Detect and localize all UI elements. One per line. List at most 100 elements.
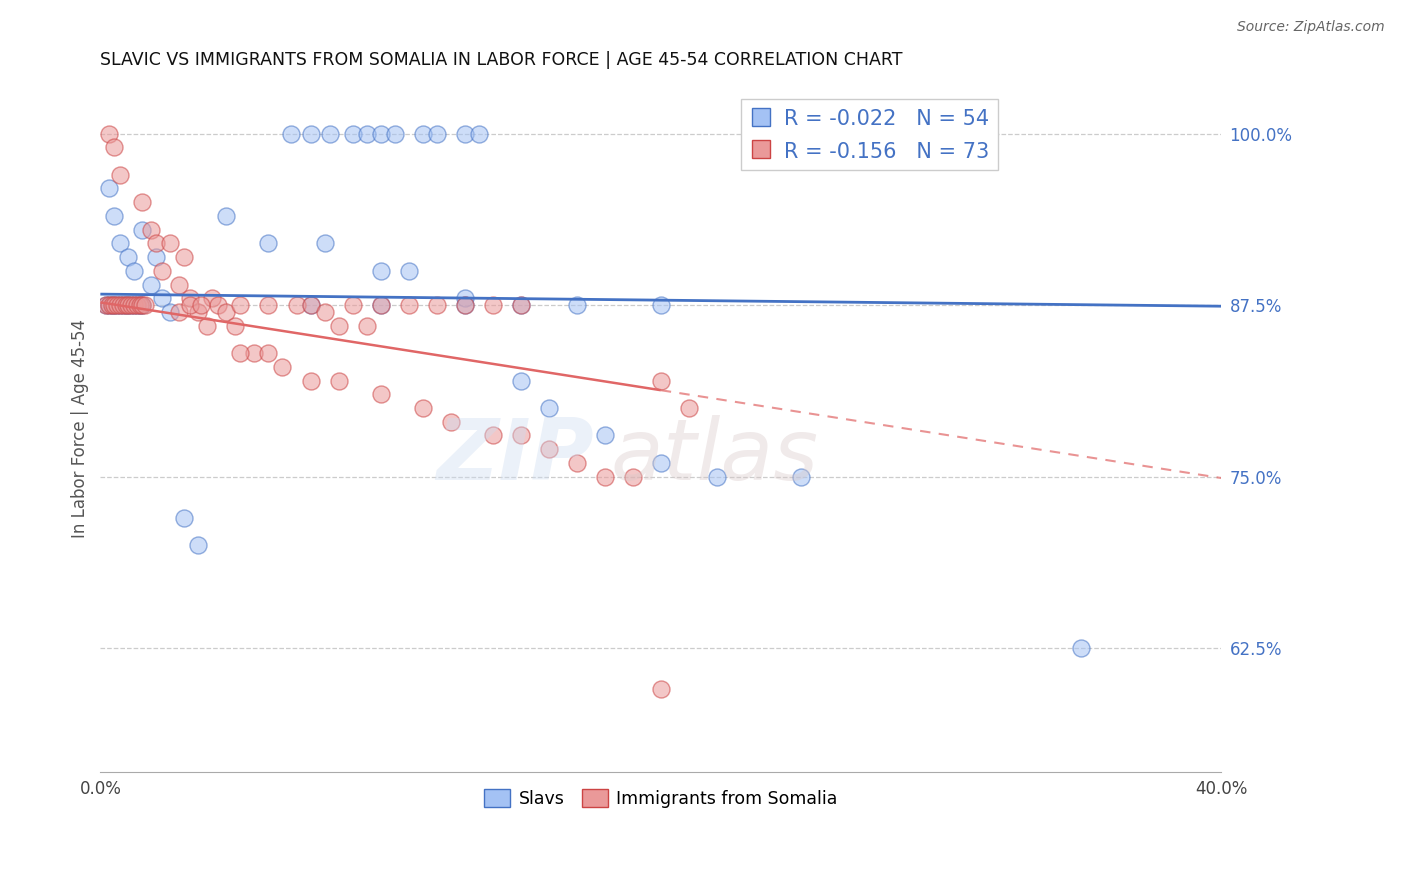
Point (706, 469, 728, 483)
Point (131, 298, 153, 312)
Point (257, 346, 280, 360)
Point (299, 127, 322, 141)
Point (131, 222, 153, 236)
Point (201, 291, 224, 305)
Point (356, 318, 378, 333)
Point (398, 264, 420, 278)
Y-axis label: In Labor Force | Age 45-54: In Labor Force | Age 45-54 (72, 319, 89, 538)
Point (370, 298, 392, 312)
Point (105, 298, 128, 312)
Point (453, 298, 475, 312)
Point (150, 291, 173, 305)
Point (150, 264, 173, 278)
Point (100, 298, 122, 312)
Point (790, 469, 813, 483)
Point (650, 374, 672, 388)
Point (114, 298, 136, 312)
Point (342, 127, 364, 141)
Point (128, 298, 150, 312)
Point (565, 298, 588, 312)
Point (108, 168, 131, 182)
Point (271, 359, 294, 374)
Point (167, 277, 190, 292)
Point (650, 682, 672, 697)
Point (678, 401, 700, 415)
Point (453, 298, 475, 312)
Point (328, 374, 350, 388)
Point (195, 318, 218, 333)
Point (650, 298, 672, 312)
Point (319, 127, 342, 141)
Point (593, 469, 616, 483)
Point (94, 298, 117, 312)
Point (179, 291, 201, 305)
Text: Source: ZipAtlas.com: Source: ZipAtlas.com (1237, 20, 1385, 34)
Point (125, 298, 148, 312)
Point (97, 127, 120, 141)
Point (243, 346, 266, 360)
Point (1070, 641, 1092, 656)
Point (280, 127, 302, 141)
Point (453, 291, 475, 305)
Point (159, 236, 181, 251)
Point (103, 209, 125, 223)
Point (453, 127, 475, 141)
Point (131, 195, 153, 210)
Point (467, 127, 489, 141)
Point (509, 298, 531, 312)
Point (356, 127, 378, 141)
Point (285, 298, 308, 312)
Point (145, 236, 167, 251)
Point (167, 305, 190, 319)
Point (128, 298, 150, 312)
Point (145, 250, 167, 264)
Point (481, 428, 503, 442)
Text: SLAVIC VS IMMIGRANTS FROM SOMALIA IN LABOR FORCE | AGE 45-54 CORRELATION CHART: SLAVIC VS IMMIGRANTS FROM SOMALIA IN LAB… (100, 51, 903, 69)
Point (97, 298, 120, 312)
Legend: Slavs, Immigrants from Somalia: Slavs, Immigrants from Somalia (477, 782, 845, 814)
Point (103, 298, 125, 312)
Point (94, 298, 117, 312)
Point (108, 298, 131, 312)
Point (173, 511, 195, 525)
Point (139, 277, 162, 292)
Text: atlas: atlas (610, 415, 818, 498)
Point (131, 298, 153, 312)
Point (370, 127, 392, 141)
Point (111, 298, 134, 312)
Point (370, 264, 392, 278)
Point (398, 298, 420, 312)
Point (509, 298, 531, 312)
Point (328, 318, 350, 333)
Point (370, 387, 392, 401)
Point (125, 298, 148, 312)
Point (314, 305, 336, 319)
Point (537, 401, 560, 415)
Point (299, 374, 322, 388)
Point (257, 236, 280, 251)
Point (100, 298, 122, 312)
Point (440, 415, 463, 429)
Point (179, 298, 201, 312)
Point (117, 250, 139, 264)
Point (481, 298, 503, 312)
Point (173, 250, 195, 264)
Point (342, 298, 364, 312)
Point (370, 298, 392, 312)
Point (229, 346, 252, 360)
Point (97, 181, 120, 195)
Point (108, 298, 131, 312)
Point (412, 401, 434, 415)
Point (108, 236, 131, 251)
Point (103, 140, 125, 154)
Point (593, 428, 616, 442)
Point (299, 298, 322, 312)
Point (412, 127, 434, 141)
Point (117, 298, 139, 312)
Point (103, 298, 125, 312)
Point (134, 298, 156, 312)
Point (122, 298, 145, 312)
Point (224, 318, 246, 333)
Point (621, 469, 644, 483)
Point (426, 127, 449, 141)
